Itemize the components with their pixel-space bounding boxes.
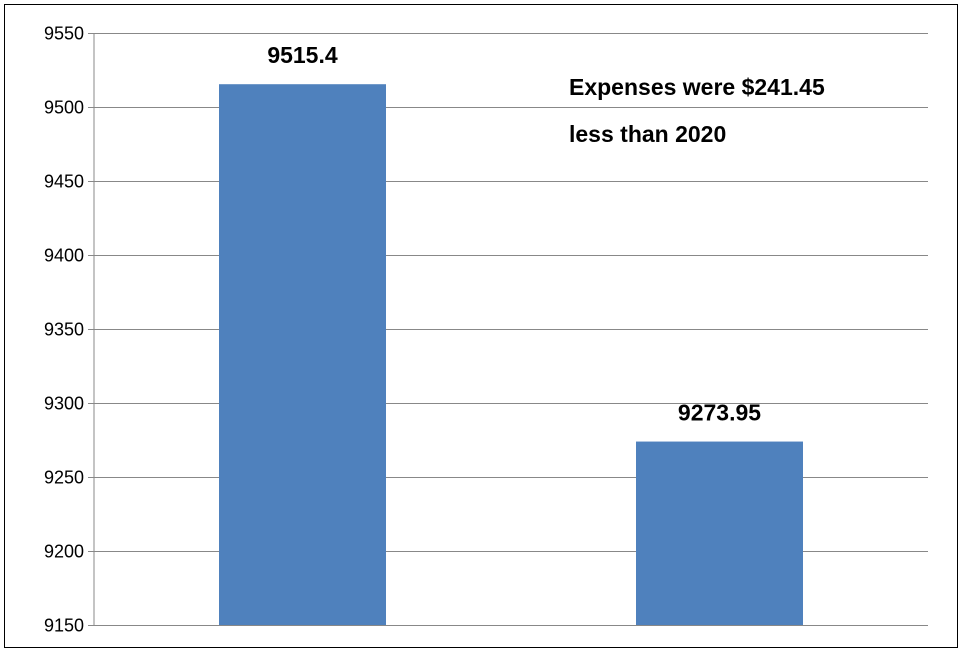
y-tick-label: 9200: [44, 542, 84, 562]
y-tick-label: 9300: [44, 394, 84, 414]
y-tick-labels: 9150 9200 9250 9300 9350 9400 9450 9500 9550: [44, 24, 84, 636]
bar: [636, 442, 803, 625]
bar-data-label: 9273.95: [678, 400, 761, 426]
bar-data-label: 9515.4: [267, 42, 338, 68]
y-tick-label: 9350: [44, 320, 84, 340]
y-tick-label: 9450: [44, 172, 84, 192]
y-tick-label: 9250: [44, 468, 84, 488]
y-tick-label: 9500: [44, 98, 84, 118]
y-tick-label: 9550: [44, 24, 84, 44]
annotation-line-2: less than 2020: [569, 121, 726, 147]
annotation-line-1: Expenses were $241.45: [569, 74, 825, 100]
y-tick-label: 9400: [44, 246, 84, 266]
y-tick-label: 9150: [44, 616, 84, 636]
bars: [219, 84, 803, 625]
bar: [219, 84, 386, 625]
